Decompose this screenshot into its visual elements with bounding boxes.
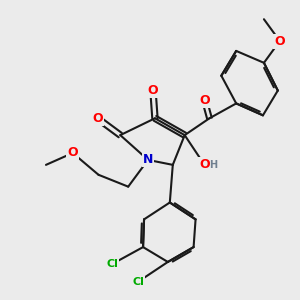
Text: Cl: Cl [132,277,144,287]
Text: O: O [68,146,78,160]
Text: O: O [148,84,158,97]
Text: H: H [209,160,217,170]
Text: O: O [92,112,103,125]
Text: O: O [274,34,285,47]
Text: O: O [200,94,210,107]
Text: N: N [143,153,153,167]
Text: Cl: Cl [106,259,118,269]
Text: O: O [199,158,210,171]
